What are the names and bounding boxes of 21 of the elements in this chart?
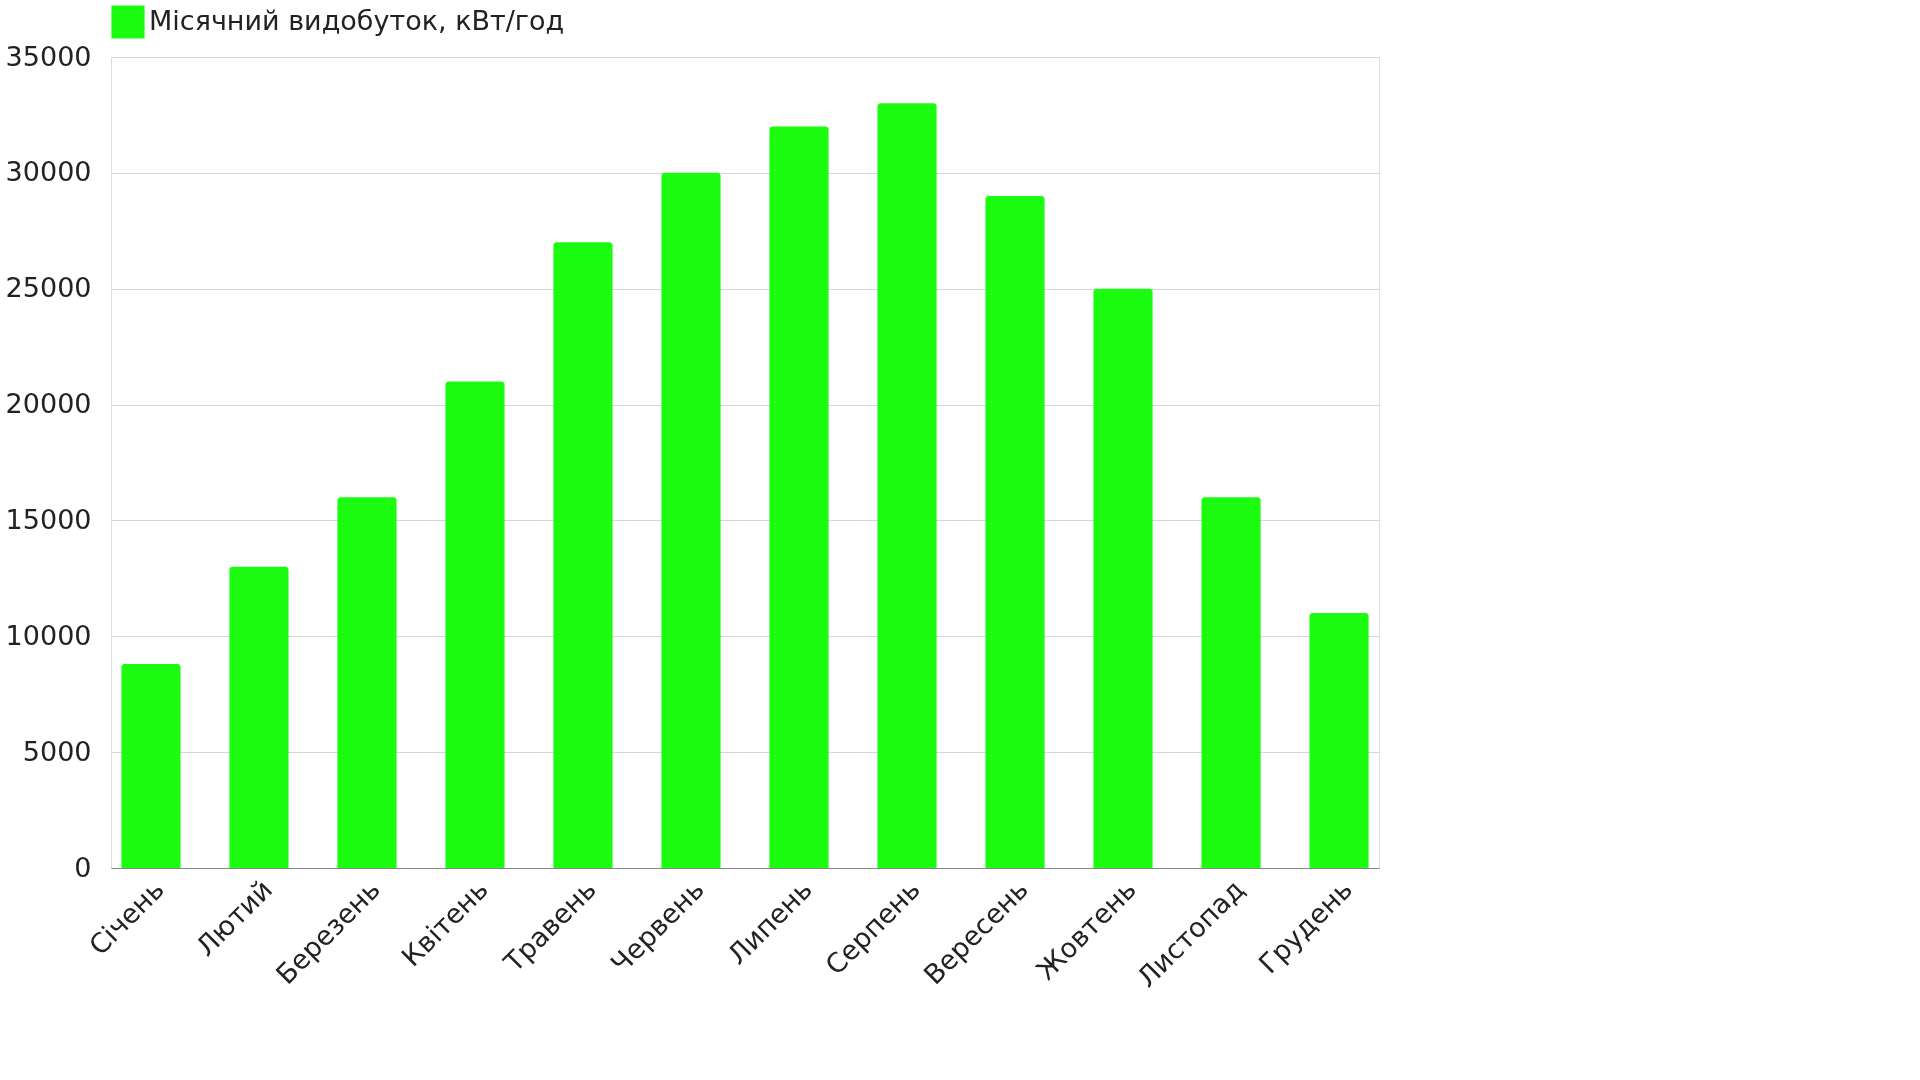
y-tick-label: 10000 <box>5 619 92 651</box>
bar <box>553 242 613 868</box>
bar <box>337 497 397 868</box>
y-tick-label: 5000 <box>22 735 92 767</box>
legend-label: Місячний видобуток, кВт/год <box>149 5 565 36</box>
bar <box>121 664 181 868</box>
y-tick-label: 20000 <box>5 388 92 420</box>
bar <box>661 172 721 868</box>
bar <box>769 126 829 868</box>
bar <box>877 103 937 868</box>
bar <box>229 566 289 868</box>
bar <box>1093 288 1153 868</box>
bar <box>445 381 505 868</box>
bar <box>1309 613 1369 868</box>
y-tick-label: 30000 <box>5 156 92 188</box>
y-tick-label: 35000 <box>5 40 92 72</box>
y-tick-label: 0 <box>74 851 92 883</box>
y-tick-label: 25000 <box>5 272 92 304</box>
bar <box>985 196 1045 868</box>
bar <box>1201 497 1261 868</box>
y-tick-label: 15000 <box>5 503 92 535</box>
